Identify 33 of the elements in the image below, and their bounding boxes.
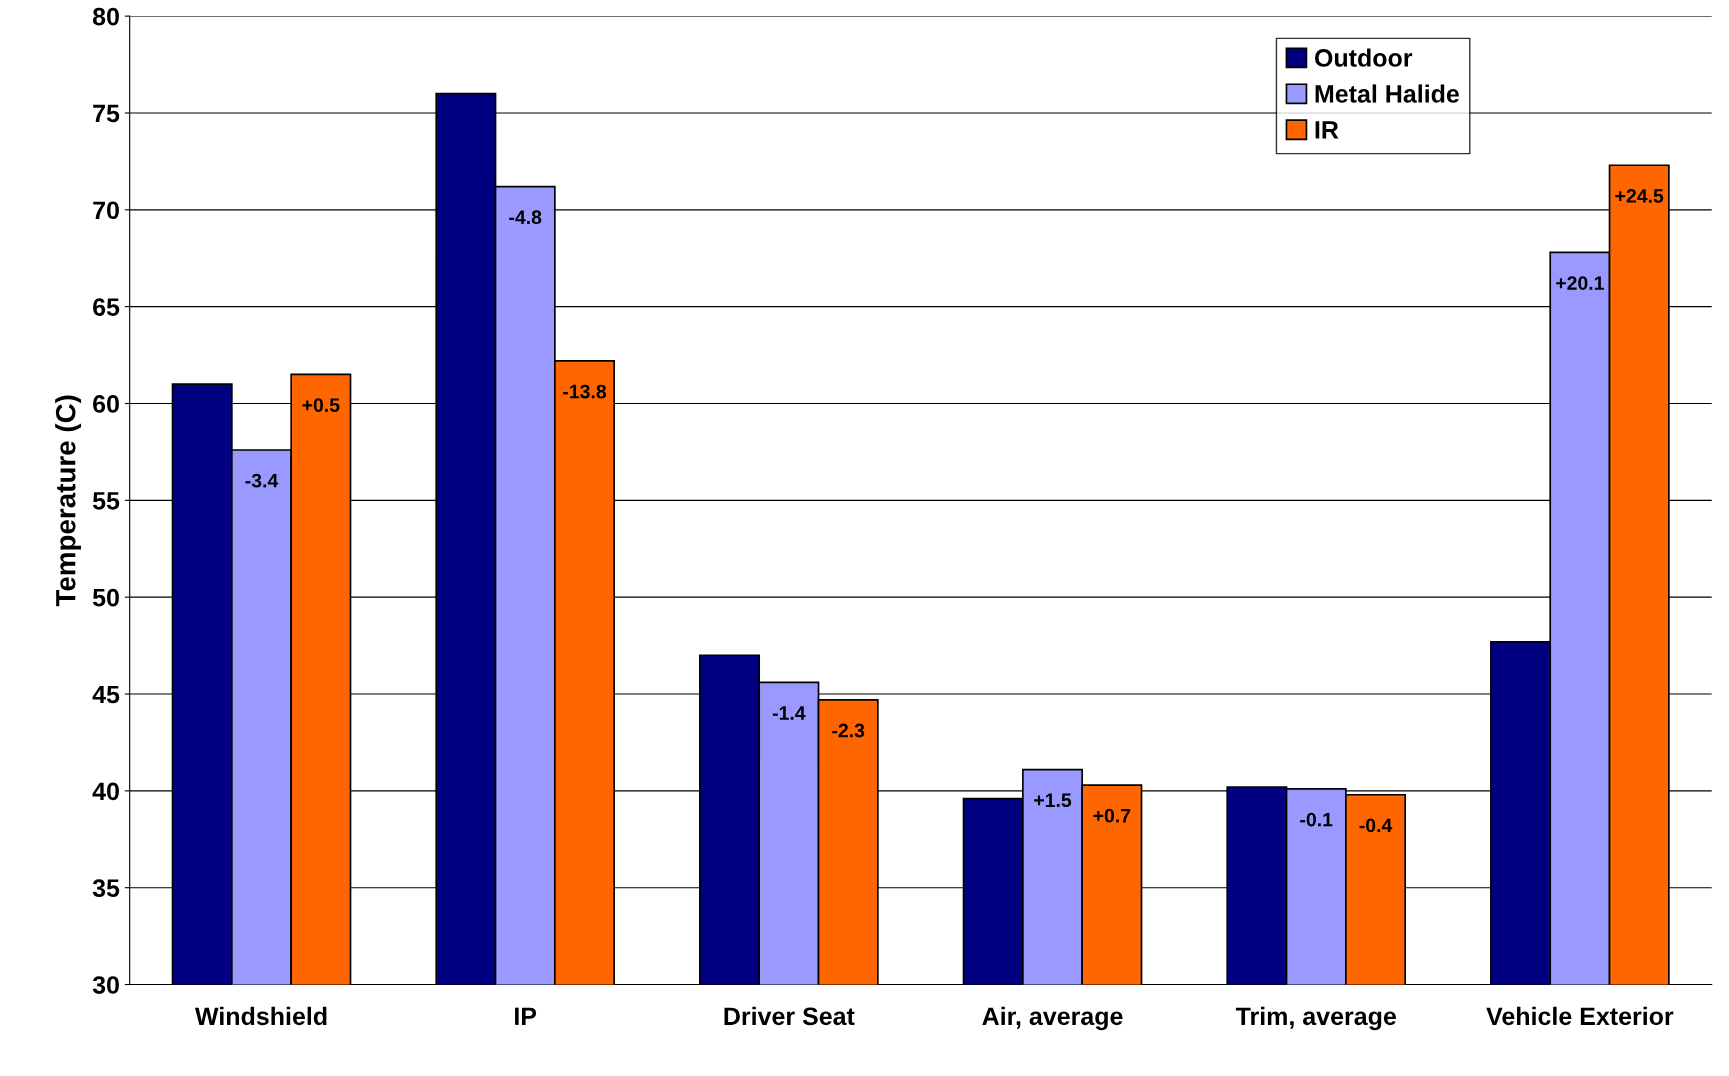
legend-label: Outdoor xyxy=(1314,48,1413,67)
annotation: -4.8 xyxy=(509,210,542,225)
y-tick-label: 35 xyxy=(92,879,120,898)
annotation: +24.5 xyxy=(1615,189,1664,203)
annotation: +0.5 xyxy=(302,398,340,412)
x-tick-label: Vehicle Exterior xyxy=(1486,1006,1674,1026)
y-tick-label: 75 xyxy=(93,104,120,123)
x-tick-label: Air, average xyxy=(982,1006,1123,1031)
annotation: -0.1 xyxy=(1300,812,1333,827)
annotation: -1.4 xyxy=(772,706,806,720)
annotation: -13.8 xyxy=(563,384,607,399)
y-tick-label: 50 xyxy=(92,588,119,607)
legend-label: IR xyxy=(1315,121,1339,139)
annotation: -0.4 xyxy=(1359,818,1393,833)
annotation: -3.4 xyxy=(245,473,279,488)
y-tick-label: 55 xyxy=(92,492,120,510)
annotation: +1.5 xyxy=(1034,793,1072,808)
y-tick-label: 60 xyxy=(93,395,119,413)
legend-label: Metal Halide xyxy=(1315,84,1459,103)
annotation: -2.3 xyxy=(832,723,865,738)
y-tick-label: 30 xyxy=(92,976,119,994)
x-tick-label: Windshield xyxy=(194,1006,327,1026)
annotation: +20.1 xyxy=(1556,276,1604,290)
y-tick-label: 45 xyxy=(92,685,120,704)
x-tick-label: Trim, average xyxy=(1235,1006,1396,1031)
y-tick-label: 65 xyxy=(93,298,120,316)
y-tick-label: 40 xyxy=(92,782,119,801)
y-axis-title: Temperature (C) xyxy=(55,395,82,607)
x-tick-label: IP xyxy=(515,1007,537,1025)
annotation: +0.7 xyxy=(1093,808,1131,823)
y-tick-label: 80 xyxy=(92,7,119,26)
y-tick-label: 70 xyxy=(93,201,119,220)
x-tick-label: Driver Seat xyxy=(724,1006,855,1026)
